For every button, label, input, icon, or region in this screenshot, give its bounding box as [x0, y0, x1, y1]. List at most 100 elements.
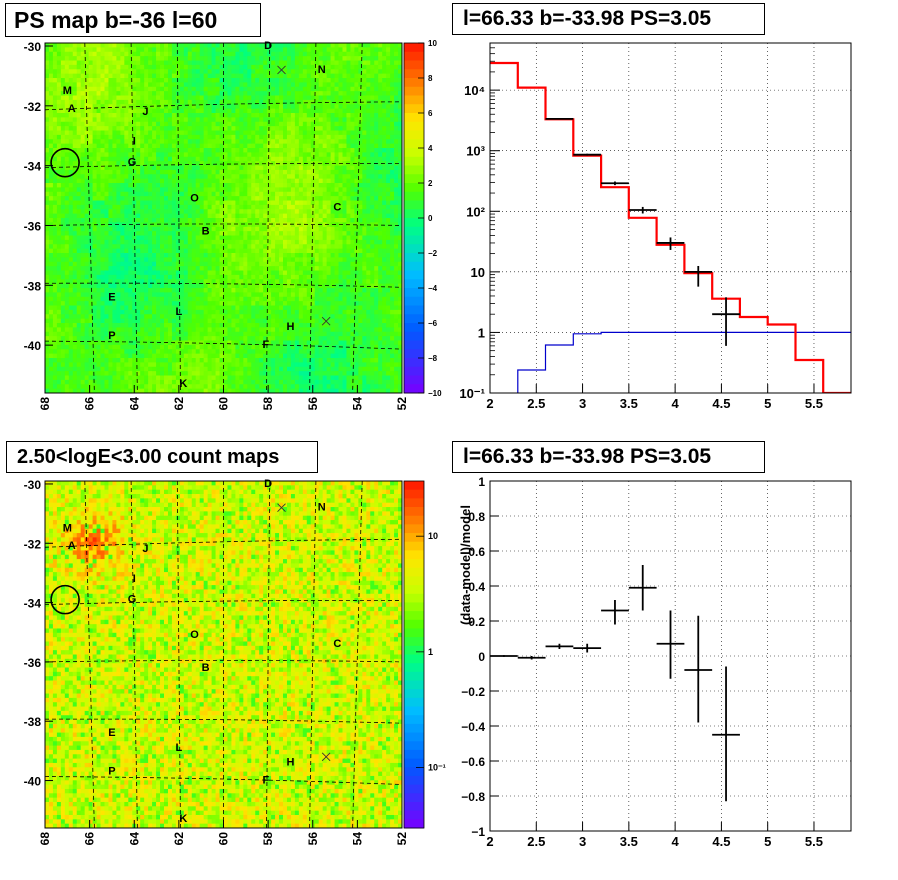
- y-tick-label: -32: [24, 537, 42, 551]
- source-label: J: [142, 543, 148, 555]
- colorbar-tick-label: 2: [428, 179, 433, 188]
- x-tick-label: 64: [127, 397, 141, 411]
- x-tick-label: 3.5: [620, 396, 638, 411]
- source-label: C: [333, 638, 341, 650]
- spectrum-title: l=66.33 b=-33.98 PS=3.05: [452, 3, 765, 35]
- y-tick-label: −1: [471, 825, 485, 839]
- residual-title: l=66.33 b=-33.98 PS=3.05: [452, 441, 765, 473]
- y-tick-label: 10: [471, 265, 485, 280]
- source-label: M: [63, 522, 72, 534]
- x-tick-label: 5.5: [805, 396, 823, 411]
- colorbar-tick-label: 10⁻¹: [428, 763, 446, 773]
- source-label: K: [179, 813, 187, 825]
- source-label: G: [128, 157, 137, 169]
- y-tick-label: -38: [24, 715, 42, 729]
- source-label: P: [108, 330, 115, 342]
- source-label: A: [68, 103, 76, 115]
- x-tick-label: 2.5: [527, 834, 545, 849]
- y-tick-label: 10³: [466, 144, 485, 159]
- y-tick-label: -30: [24, 40, 42, 54]
- y-tick-label: -36: [24, 656, 42, 670]
- colorbar-tick-label: 10: [428, 39, 437, 48]
- source-label: J: [142, 106, 148, 118]
- source-label: G: [128, 594, 137, 606]
- x-tick-label: 68: [38, 832, 52, 846]
- source-label: K: [179, 378, 187, 390]
- source-label: L: [176, 742, 183, 754]
- x-tick-label: 56: [306, 397, 320, 411]
- y-tick-label: -40: [24, 775, 42, 789]
- source-label: E: [108, 727, 115, 739]
- source-label: M: [63, 85, 72, 97]
- source-label: D: [264, 478, 272, 490]
- y-tick-label: −0.6: [461, 755, 485, 769]
- source-label: I: [133, 573, 136, 585]
- y-tick-label: -38: [24, 279, 42, 293]
- residual-y-axis-label: (data-model)/model: [458, 505, 473, 625]
- x-tick-label: 4: [672, 396, 680, 411]
- source-label: H: [286, 757, 294, 769]
- y-tick-label: 10⁻¹: [459, 386, 485, 401]
- x-tick-label: 62: [172, 832, 186, 846]
- ps-map-title: PS map b=-36 l=60: [5, 3, 261, 37]
- source-label: D: [264, 40, 272, 52]
- colorbar-tick-label: 0: [428, 214, 433, 223]
- y-tick-label: -34: [24, 160, 42, 174]
- source-label: L: [176, 306, 183, 318]
- y-tick-label: 1: [478, 325, 485, 340]
- y-tick-label: -40: [24, 339, 42, 353]
- x-tick-label: 2.5: [527, 396, 545, 411]
- source-label: N: [318, 502, 326, 514]
- source-label: C: [333, 202, 341, 214]
- x-tick-label: 66: [83, 397, 97, 411]
- x-tick-label: 4.5: [712, 834, 730, 849]
- y-tick-label: −0.8: [461, 790, 485, 804]
- colorbar-tick-label: 6: [428, 109, 433, 118]
- y-tick-label: -36: [24, 219, 42, 233]
- colorbar-tick-label: −10: [428, 389, 442, 398]
- colorbar-tick-label: 10: [428, 531, 438, 541]
- x-tick-label: 5.5: [805, 834, 823, 849]
- source-label: B: [202, 662, 210, 674]
- colorbar-tick-label: 8: [428, 74, 433, 83]
- x-tick-label: 52: [395, 832, 409, 846]
- source-label: F: [263, 775, 270, 787]
- x-tick-label: 2: [486, 834, 493, 849]
- y-tick-label: 1: [478, 475, 485, 489]
- source-label: P: [108, 766, 115, 778]
- spectrum-plot-area: [490, 43, 851, 393]
- y-tick-label: 0: [478, 650, 485, 664]
- colorbar-tick-label: 1: [428, 647, 433, 657]
- x-tick-label: 60: [217, 832, 231, 846]
- source-label: B: [202, 225, 210, 237]
- y-tick-label: -32: [24, 100, 42, 114]
- x-tick-label: 3.5: [620, 834, 638, 849]
- x-tick-label: 54: [350, 397, 364, 411]
- x-tick-label: 2: [486, 396, 493, 411]
- colorbar-tick-label: −2: [428, 249, 438, 258]
- x-tick-label: 3: [579, 396, 586, 411]
- y-tick-label: 10⁴: [464, 83, 485, 98]
- count-map-colorbar: [404, 481, 424, 829]
- source-label: N: [318, 64, 326, 76]
- source-label: O: [190, 193, 199, 205]
- x-tick-label: 64: [127, 832, 141, 846]
- count-map-title: 2.50<logE<3.00 count maps: [6, 441, 318, 473]
- source-label: F: [263, 339, 270, 351]
- x-tick-label: 5: [764, 396, 771, 411]
- source-label: E: [108, 291, 115, 303]
- source-label: I: [133, 136, 136, 148]
- colorbar-tick-label: −8: [428, 354, 438, 363]
- y-tick-label: -30: [24, 478, 42, 492]
- source-label: O: [190, 629, 199, 641]
- colorbar-tick-label: −4: [428, 284, 438, 293]
- colorbar-tick-label: −6: [428, 319, 438, 328]
- x-tick-label: 60: [217, 397, 231, 411]
- x-tick-label: 54: [350, 832, 364, 846]
- x-tick-label: 56: [306, 832, 320, 846]
- x-tick-label: 66: [83, 832, 97, 846]
- y-tick-label: 10²: [466, 204, 485, 219]
- source-label: A: [68, 540, 76, 552]
- x-tick-label: 4: [672, 834, 680, 849]
